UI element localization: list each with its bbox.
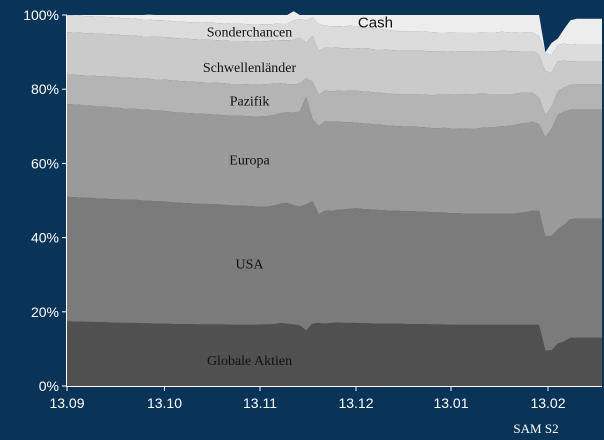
- area-layers: [67, 11, 602, 386]
- y-tick-label: 40%: [31, 230, 59, 246]
- area-pazifik: [67, 74, 602, 138]
- x-tick-labels: 13.09 13.10 13.11 13.12 13.01 13.02: [49, 386, 566, 411]
- area-cash: [67, 11, 602, 56]
- y-tick-label: 20%: [31, 304, 59, 320]
- series-label-cash: Cash: [358, 14, 393, 31]
- x-tick-label: 13.10: [147, 395, 182, 411]
- area-globale-aktien: [67, 321, 602, 386]
- series-label-sonderchancen: Sonderchancen: [207, 26, 293, 41]
- y-tick-label: 100%: [23, 7, 59, 23]
- x-tick-label: 13.09: [49, 395, 84, 411]
- series-labels: Globale Aktien USA Europa Pazifik Schwellenl…: [203, 14, 393, 369]
- series-label-globale-aktien: Globale Aktien: [207, 354, 292, 369]
- axes: [66, 15, 602, 387]
- series-label-pazifik: Pazifik: [230, 94, 270, 109]
- series-label-europa: Europa: [229, 154, 270, 169]
- y-tick-label: 0%: [39, 378, 59, 394]
- x-tick-label: 13.02: [530, 395, 565, 411]
- series-label-schwellenl-nder: Schwellenländer: [203, 61, 297, 76]
- source-label: SAM S2: [513, 421, 558, 436]
- series-label-usa: USA: [236, 258, 265, 273]
- y-tick-label: 80%: [31, 81, 59, 97]
- x-tick-label: 13.11: [243, 395, 277, 411]
- area-europa: [67, 96, 602, 237]
- x-tick-label: 13.01: [433, 395, 468, 411]
- area-sonderchancen: [67, 15, 602, 73]
- area-usa: [67, 196, 602, 351]
- y-tick-labels: 0% 20% 40% 60% 80% 100%: [23, 7, 67, 394]
- x-tick-label: 13.12: [338, 395, 373, 411]
- area-schwellenl-nder: [67, 32, 602, 116]
- y-tick-label: 60%: [31, 155, 59, 171]
